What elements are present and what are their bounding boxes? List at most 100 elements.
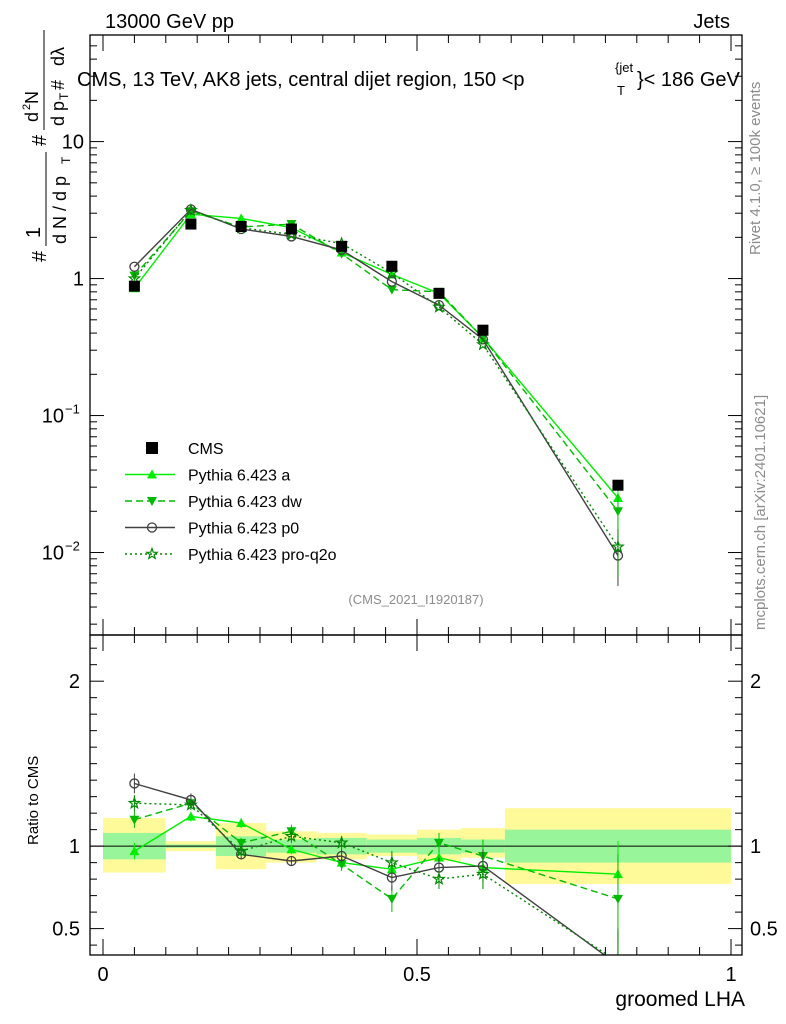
main-ytick-label: 10 xyxy=(42,406,64,428)
ratio-point-p0-8 xyxy=(613,960,622,969)
main-ytick-exponent: −1 xyxy=(65,402,80,417)
cms-data-point-0 xyxy=(128,280,140,292)
main-line-q2o xyxy=(133,209,619,548)
cms-data-point-1 xyxy=(185,218,197,230)
plot-title: CMS, 13 TeV, AK8 jets, central dijet reg… xyxy=(77,60,741,98)
ratio-point-q2o-1 xyxy=(184,797,198,811)
analysis-id-watermark: (CMS_2021_I1920187) xyxy=(348,592,483,607)
energy-label: 13000 GeV pp xyxy=(105,11,234,33)
ratio-ytick-label-left: 2 xyxy=(69,671,80,693)
main-point-a-2 xyxy=(236,213,247,223)
main-ytick-label: 10 xyxy=(42,543,64,565)
legend-marker-a xyxy=(147,469,157,479)
cms-uncertainty-bands xyxy=(90,808,742,885)
ratio-point-q2o-5 xyxy=(384,855,399,869)
ratio-point-a-2 xyxy=(236,818,247,828)
title-subscript: T xyxy=(617,83,625,98)
ratio-ytick-label-right: 1 xyxy=(750,836,761,858)
x-tick-label: 0 xyxy=(97,964,108,986)
ratio-ytick-label-right: 2 xyxy=(750,671,761,693)
y-axis-label: # 1 d N / d p T # d 2 N d p T # dλ xyxy=(21,30,73,262)
legend: CMS Pythia 6.423 a Pythia 6.423 dw Pythia 6… xyxy=(125,441,337,564)
ratio-ytick-label-left: 1 xyxy=(69,836,80,858)
ratio-point-q2o-2 xyxy=(234,843,249,857)
main-line-dw xyxy=(133,210,619,512)
main-point-q2o-7 xyxy=(476,337,490,351)
main-point-dw-0 xyxy=(129,271,140,281)
svg-text:T: T xyxy=(57,92,71,100)
ratio-point-dw-4 xyxy=(336,860,347,870)
svg-text:N: N xyxy=(22,91,42,104)
rivet-label: Rivet 4.1.0, ≥ 100k events xyxy=(747,82,764,255)
ratio-point-q2o-3 xyxy=(284,828,299,843)
cms-data-point-3 xyxy=(285,223,297,235)
main-point-dw-1 xyxy=(185,207,196,217)
main-point-p0-5 xyxy=(386,276,398,287)
ratio-ytick-label-right: 0.5 xyxy=(750,919,778,941)
ratio-point-q2o-0 xyxy=(127,795,142,810)
svg-text:d p: d p xyxy=(48,101,68,126)
svg-text:T: T xyxy=(59,156,73,164)
ratio-point-p0-4 xyxy=(336,850,347,862)
ratio-point-dw-6 xyxy=(433,838,444,848)
svg-text:#: # xyxy=(48,80,68,90)
ratio-point-dw-8 xyxy=(612,894,623,904)
main-point-q2o-1 xyxy=(184,202,198,217)
legend-label-a: Pythia 6.423 a xyxy=(188,468,290,485)
legend-marker-data xyxy=(146,442,158,454)
svg-text:d N / d p: d N / d p xyxy=(50,176,70,244)
ratio-ytick-label-left: 0.5 xyxy=(52,919,80,941)
cms-data-point-4 xyxy=(336,240,348,252)
x-axis-label: groomed LHA xyxy=(615,988,745,1011)
legend-label-data: CMS xyxy=(188,441,224,458)
x-tick-label: 1 xyxy=(725,964,736,986)
cms-data-point-6 xyxy=(433,287,445,299)
legend-label-dw: Pythia 6.423 dw xyxy=(188,494,302,511)
legend-label-q2o: Pythia 6.423 pro-q2o xyxy=(188,547,337,564)
cms-data-point-8 xyxy=(612,479,624,491)
ratio-y-label: Ratio to CMS xyxy=(25,756,42,845)
jets-label: Jets xyxy=(693,11,730,33)
legend-marker-dw xyxy=(147,497,157,506)
main-panel-series xyxy=(127,202,625,586)
svg-text:#: # xyxy=(29,250,51,262)
ratio-point-q2o-6 xyxy=(431,871,446,886)
ratio-point-dw-2 xyxy=(236,838,247,848)
ratio-panel-series xyxy=(127,773,623,969)
main-point-p0-0 xyxy=(129,261,140,272)
ratio-frame xyxy=(89,634,743,956)
main-ytick-exponent: −2 xyxy=(65,539,80,554)
ratio-line-q2o xyxy=(134,802,610,955)
ratio-point-q2o-8 xyxy=(617,954,619,955)
title-main: CMS, 13 TeV, AK8 jets, central dijet reg… xyxy=(77,69,525,91)
cms-data-point-5 xyxy=(386,260,398,272)
ratio-point-a-0 xyxy=(129,846,140,856)
ratio-point-a-6 xyxy=(433,852,444,862)
ratio-point-q2o-4 xyxy=(334,835,349,849)
legend-marker-p0 xyxy=(146,522,158,533)
ratio-point-q2o-7 xyxy=(476,866,490,881)
svg-text:d: d xyxy=(22,112,42,122)
main-point-dw-5 xyxy=(386,285,397,295)
ratio-point-p0-3 xyxy=(286,855,297,867)
cms-data-point-2 xyxy=(235,220,247,232)
main-frame xyxy=(89,34,743,636)
legend-label-p0: Pythia 6.423 p0 xyxy=(188,521,299,538)
svg-text:2: 2 xyxy=(21,104,33,110)
ratio-point-a-3 xyxy=(286,844,297,854)
mcplots-label: mcplots.cern.ch [arXiv:2401.10621] xyxy=(752,395,769,630)
ratio-point-p0-0 xyxy=(129,778,140,789)
title-end: }< 186 GeV xyxy=(637,69,741,91)
cms-data-point-7 xyxy=(477,324,489,336)
legend-marker-q2o xyxy=(145,546,159,560)
svg-text:1: 1 xyxy=(23,227,45,238)
ratio-point-dw-0 xyxy=(129,815,140,825)
title-superscript: {jet xyxy=(615,60,633,75)
ratio-point-a-1 xyxy=(185,811,196,821)
main-ytick-label: 10 xyxy=(62,132,84,154)
ratio-point-dw-5 xyxy=(386,894,397,904)
svg-text:#: # xyxy=(29,134,51,146)
svg-text:dλ: dλ xyxy=(48,47,68,66)
